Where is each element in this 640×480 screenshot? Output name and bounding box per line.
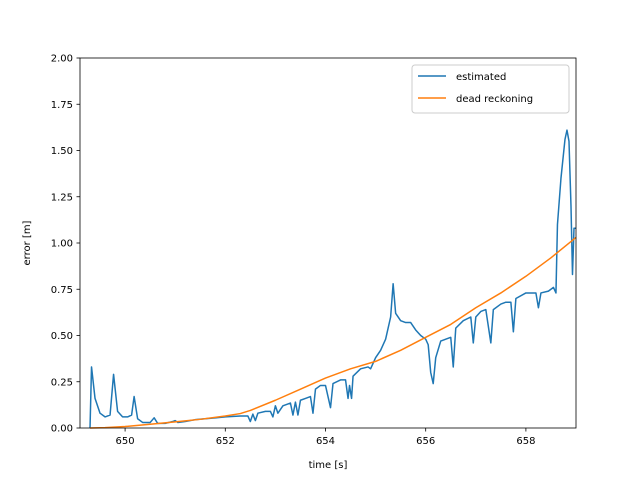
y-tick-label: 0.75 <box>51 285 73 296</box>
y-tick-label: 0.00 <box>51 424 73 435</box>
y-axis: 0.00 0.25 0.50 0.75 1.00 1.25 1.50 1.75 2.00 <box>51 54 80 435</box>
y-tick-label: 2.00 <box>51 54 73 65</box>
series-line-dead-reckoning <box>90 236 577 429</box>
plot-area <box>80 58 576 428</box>
y-tick-label: 1.00 <box>51 239 73 250</box>
x-tick-label: 652 <box>216 436 235 447</box>
y-tick-label: 0.25 <box>51 377 73 388</box>
y-axis-title: error [m] <box>22 220 33 265</box>
x-tick-label: 650 <box>116 436 135 447</box>
legend-label-estimated: estimated <box>456 72 506 83</box>
series-layer <box>89 129 577 429</box>
x-axis-title: time [s] <box>309 460 348 471</box>
x-tick-label: 654 <box>316 436 335 447</box>
legend: estimated dead reckoning <box>411 64 570 114</box>
x-tick-label: 656 <box>416 436 435 447</box>
y-tick-label: 0.50 <box>51 331 73 342</box>
legend-label-dead-reckoning: dead reckoning <box>456 94 533 105</box>
x-tick-label: 658 <box>516 436 535 447</box>
x-axis: 650 652 654 656 658 <box>116 428 535 447</box>
y-tick-label: 1.75 <box>51 100 73 111</box>
legend-box <box>411 64 570 114</box>
y-tick-label: 1.25 <box>51 192 73 203</box>
y-tick-label: 1.50 <box>51 146 73 157</box>
series-line-estimated <box>89 129 576 429</box>
